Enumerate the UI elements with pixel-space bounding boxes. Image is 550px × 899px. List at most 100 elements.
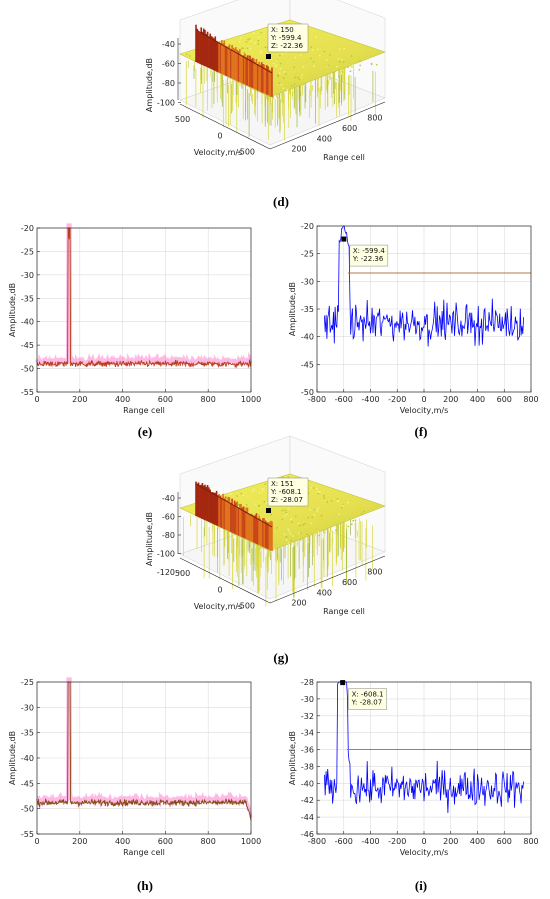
x-tick-label: 800 <box>523 395 538 404</box>
surface-texture <box>341 507 343 509</box>
datatip-box <box>267 23 309 53</box>
surface-texture <box>317 507 320 510</box>
surface-texture <box>336 498 339 500</box>
y-tick-label: -50 <box>21 365 34 374</box>
x-tick-label: 400 <box>115 837 130 846</box>
z-tick-label: -120 <box>157 568 175 577</box>
surface-texture <box>266 53 268 55</box>
surface-texture <box>327 64 330 67</box>
surface-texture <box>352 520 354 522</box>
surface-texture <box>326 59 328 61</box>
surface-texture <box>243 52 245 54</box>
surface-texture <box>313 487 315 489</box>
panel-label-d: (d) <box>273 194 289 209</box>
datatip-line: X: -599.4 <box>353 247 385 255</box>
x-axis-label: Range cell <box>123 848 165 857</box>
surface-texture <box>337 58 340 60</box>
y-tick-label: -40 <box>21 754 34 763</box>
z-tick-label: -100 <box>157 99 175 108</box>
surface-texture <box>247 39 249 41</box>
surface-texture <box>317 531 319 533</box>
surface-texture <box>319 55 321 57</box>
surface-texture <box>290 518 292 520</box>
range-tick-label: 800 <box>367 568 382 577</box>
x-tick-label: -800 <box>308 395 326 404</box>
surface-texture <box>342 61 345 63</box>
surface-texture <box>350 66 352 68</box>
surface-texture <box>277 74 280 76</box>
velocity-tick-label: 500 <box>175 115 190 124</box>
surface-texture <box>310 522 312 524</box>
x-tick-label: 600 <box>497 837 512 846</box>
velocity-tick-label: -500 <box>237 602 255 611</box>
surface-texture <box>288 530 290 532</box>
surface-texture <box>247 45 249 47</box>
panel-h-range-profile: 0 200 400 600 800 1000 -25 -30 -35 -40 -45 -50 -55 Ra… <box>8 677 261 857</box>
surface-texture <box>286 513 288 515</box>
surface-texture <box>269 96 271 98</box>
y-tick-label: -36 <box>301 746 314 755</box>
surface-texture <box>294 83 296 85</box>
surface-texture <box>211 68 213 70</box>
surface-texture <box>263 501 265 503</box>
y-tick-label: -20 <box>21 224 34 233</box>
surface-texture <box>281 547 283 549</box>
surface-texture <box>189 55 191 57</box>
surface-texture <box>312 61 315 63</box>
x-tick-label: -200 <box>388 395 406 404</box>
x-tick-label: -800 <box>308 837 326 846</box>
surface-texture <box>323 495 325 497</box>
surface-texture <box>282 87 285 89</box>
range-tick-label: 600 <box>342 124 357 133</box>
surface-texture <box>240 37 242 39</box>
z-axis-label: Amplitude,dB <box>145 512 154 566</box>
surface-texture <box>277 75 279 77</box>
datatip-line: X: -608.1 <box>352 691 384 699</box>
y-tick-label: -55 <box>21 830 34 839</box>
z-tick-label: -80 <box>162 531 175 540</box>
x-axis-label: Velocity,m/s <box>400 848 449 857</box>
surface-texture <box>302 66 305 68</box>
y-tick-label: -35 <box>21 729 34 738</box>
surface-texture <box>230 492 232 495</box>
surface-texture <box>351 66 353 68</box>
surface-texture <box>260 31 262 34</box>
range-axis-line <box>269 555 386 604</box>
surface-texture <box>353 68 355 70</box>
surface-texture <box>294 56 296 59</box>
velocity-axis-label: Velocity,m/s <box>194 148 243 157</box>
x-tick-label: 1000 <box>241 837 261 846</box>
y-tick-label: -45 <box>21 779 34 788</box>
surface-texture <box>327 65 329 68</box>
range-tick-label: 400 <box>317 134 332 143</box>
y-tick-label: -20 <box>301 222 314 231</box>
panel-label-g: (g) <box>273 650 288 665</box>
y-tick-label: -45 <box>21 341 34 350</box>
surface-texture <box>307 492 310 494</box>
x-tick-label: -400 <box>361 837 379 846</box>
range-axis-label: Range cell <box>323 607 365 616</box>
surface-texture <box>347 501 349 504</box>
surface-texture <box>266 46 269 49</box>
y-axis-label: Amplitude,dB <box>288 282 297 336</box>
surface-texture <box>341 505 344 507</box>
range-axis-label: Range cell <box>323 153 365 162</box>
surface-texture <box>347 66 349 68</box>
range-tick-label: 200 <box>291 145 306 154</box>
z-axis-label: Amplitude,dB <box>145 58 154 112</box>
x-axis-label: Velocity,m/s <box>400 406 449 415</box>
y-tick-label: -50 <box>301 388 314 397</box>
surface-texture <box>330 500 333 502</box>
datatip-line: Z: -28.07 <box>271 496 303 504</box>
surface-texture <box>313 514 315 516</box>
surface-texture <box>313 509 315 511</box>
surface-texture <box>339 61 341 63</box>
surface-texture <box>295 515 297 518</box>
surface-texture <box>278 82 280 84</box>
surface-texture <box>301 74 303 76</box>
surface-texture <box>282 476 284 478</box>
y-tick-label: -42 <box>301 796 314 805</box>
surface-texture <box>277 75 279 78</box>
surface-texture <box>340 58 343 61</box>
datatip-line: Y: -22.36 <box>352 255 384 263</box>
